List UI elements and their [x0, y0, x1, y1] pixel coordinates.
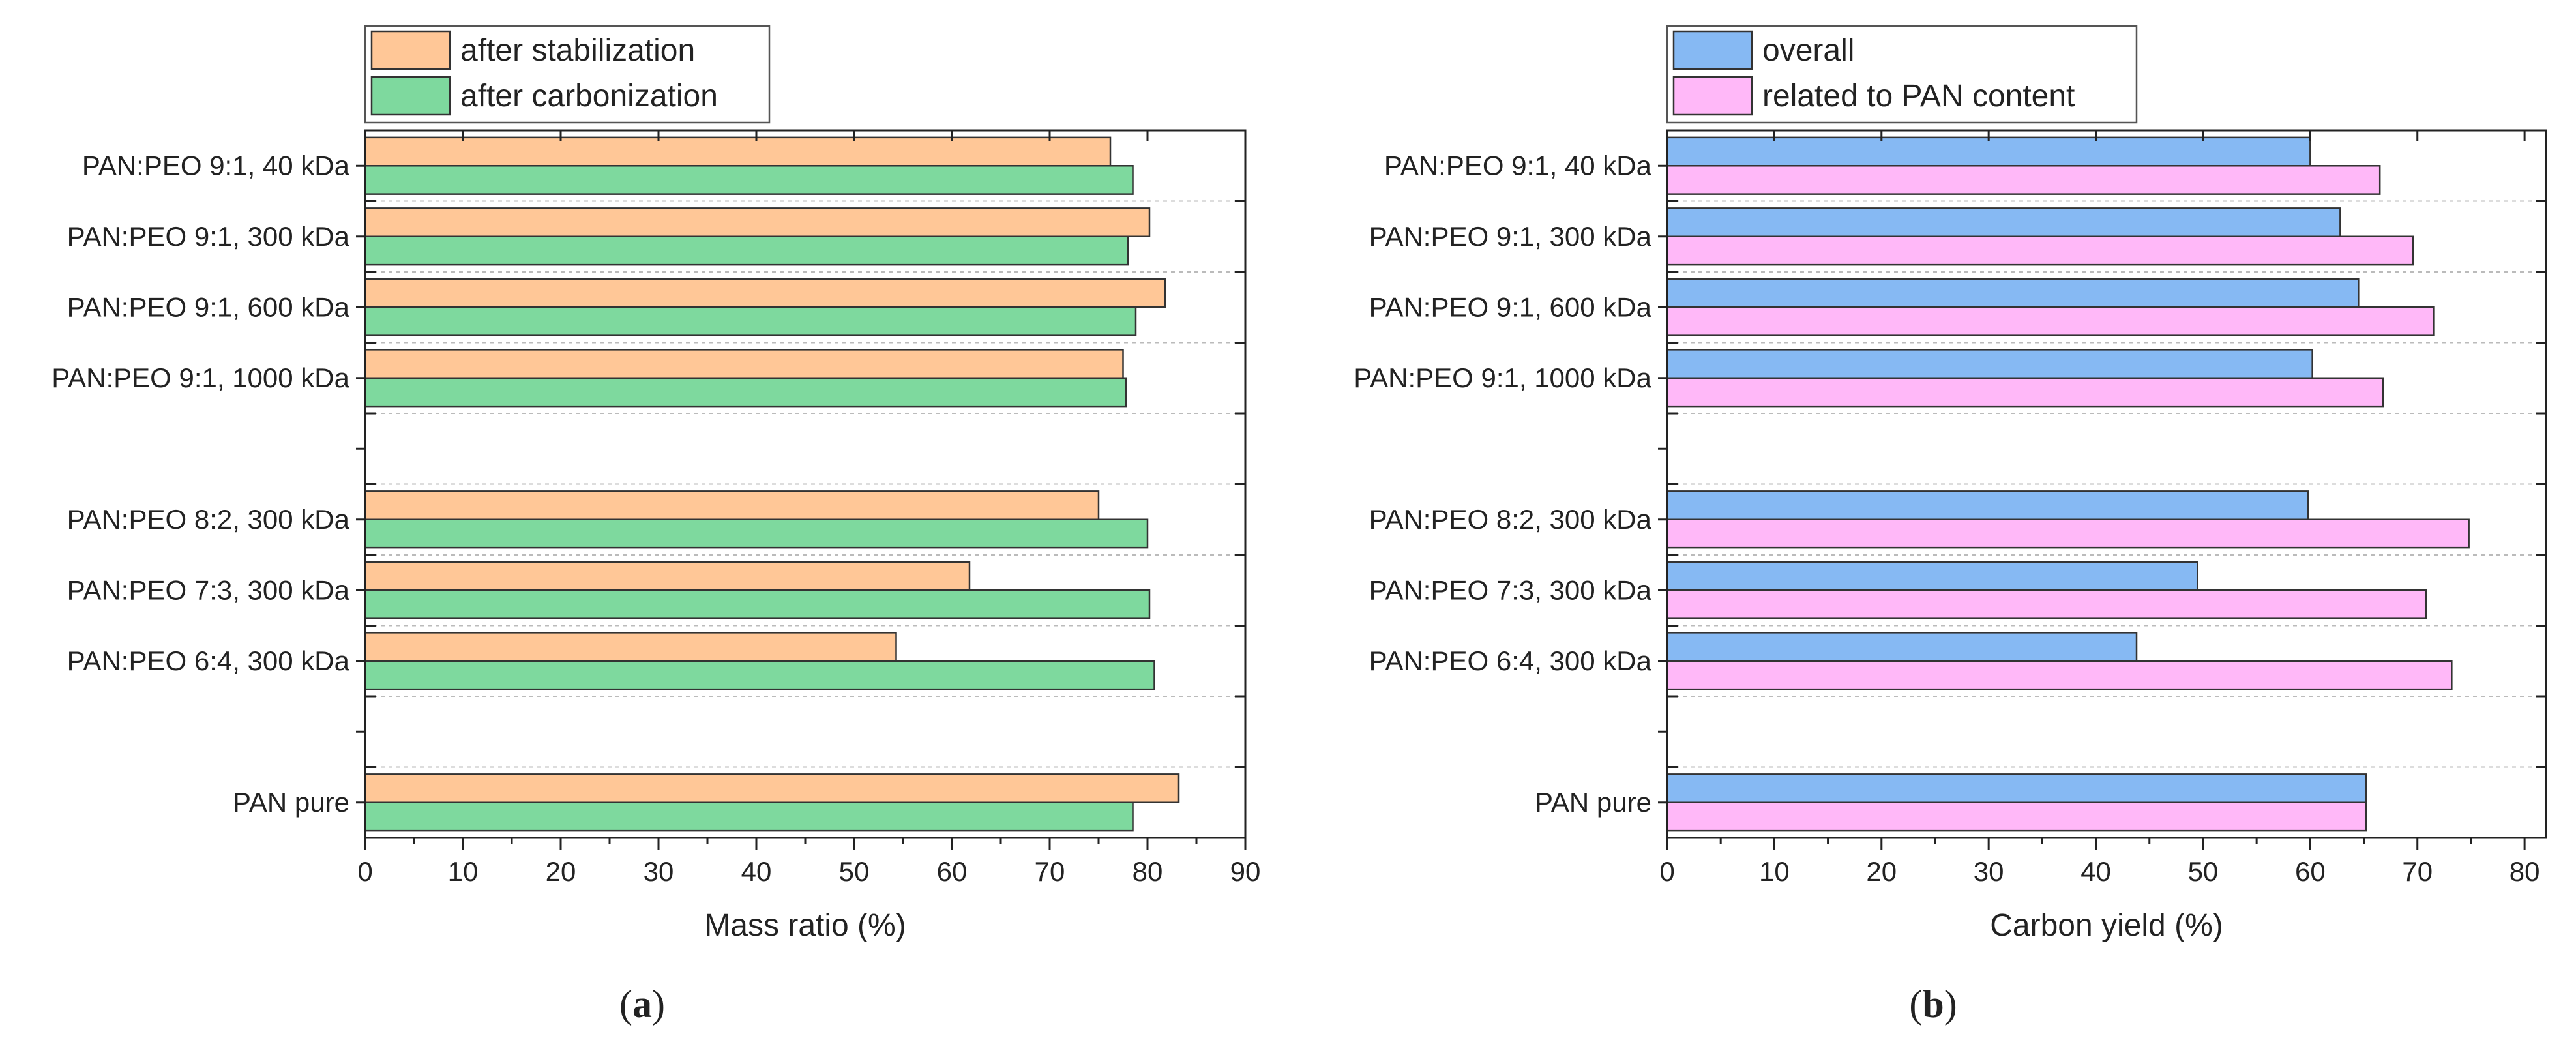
x-tick-label: 0	[1659, 856, 1674, 887]
x-tick-label: 20	[1866, 856, 1897, 887]
bar-series1-5	[364, 490, 1100, 520]
category-label: PAN:PEO 9:1, 600 kDa	[67, 291, 350, 322]
x-tick-label: 40	[2080, 856, 2111, 887]
bar-series1-9	[364, 773, 1180, 803]
x-tick-label: 10	[1759, 856, 1790, 887]
bar-series1-9	[1666, 773, 2367, 803]
bar-series1-1	[364, 207, 1151, 238]
legend-label: after carbonization	[460, 79, 718, 113]
legend-swatch	[370, 30, 451, 70]
category-label: PAN pure	[1535, 787, 1651, 818]
x-tick-label: 60	[937, 856, 968, 887]
bar-series2-3	[1666, 377, 2384, 408]
bar-series1-6	[1666, 561, 2198, 591]
category-label: PAN pure	[233, 787, 349, 818]
x-tick-label: 30	[1974, 856, 2004, 887]
legend: after stabilization after carbonization	[364, 25, 771, 124]
bar-series2-7	[1666, 660, 2453, 690]
category-label: PAN:PEO 6:4, 300 kDa	[67, 645, 350, 676]
category-label: PAN:PEO 9:1, 300 kDa	[1369, 221, 1652, 252]
category-label: PAN:PEO 8:2, 300 kDa	[1369, 504, 1652, 535]
panel-b-carbon-yield-chart: PAN:PEO 9:1, 40 kDa PAN:PEO 9:1, 300 kDa P…	[1354, 25, 2547, 1026]
category-label: PAN:PEO 9:1, 600 kDa	[1369, 291, 1652, 322]
legend-swatch	[1672, 76, 1753, 116]
x-tick-label: 40	[741, 856, 772, 887]
x-tick-label: 50	[2188, 856, 2219, 887]
bar-series2-6	[364, 589, 1151, 619]
x-tick-label: 80	[2509, 856, 2540, 887]
bar-series2-1	[1666, 235, 2414, 266]
bar-series1-0	[364, 136, 1112, 167]
category-label: PAN:PEO 6:4, 300 kDa	[1369, 645, 1652, 676]
bar-series1-2	[1666, 278, 2360, 308]
x-tick-label: 90	[1230, 856, 1261, 887]
bar-series1-1	[1666, 207, 2341, 238]
bar-series2-3	[364, 377, 1127, 408]
bar-series2-9	[364, 801, 1134, 832]
bar-series2-0	[364, 165, 1134, 195]
bar-series2-7	[364, 660, 1155, 690]
bar-series1-6	[364, 561, 971, 591]
x-tick-label: 0	[357, 856, 372, 887]
panel-label: (b)	[1909, 983, 1957, 1026]
legend-label: related to PAN content	[1762, 79, 2075, 113]
bar-series1-3	[1666, 349, 2313, 379]
category-label: PAN:PEO 7:3, 300 kDa	[67, 574, 350, 605]
x-tick-label: 70	[1035, 856, 1065, 887]
bar-series2-6	[1666, 589, 2427, 619]
bar-series2-1	[364, 235, 1129, 266]
category-label: PAN:PEO 8:2, 300 kDa	[67, 504, 350, 535]
x-tick-label: 60	[2295, 856, 2326, 887]
category-label: PAN:PEO 9:1, 300 kDa	[67, 221, 350, 252]
bar-series1-7	[364, 632, 897, 662]
legend-label: overall	[1762, 33, 1854, 68]
bar-series1-2	[364, 278, 1166, 308]
bar-series2-9	[1666, 801, 2367, 832]
bar-series2-5	[364, 518, 1149, 549]
x-tick-label: 50	[839, 856, 870, 887]
panel-a-mass-ratio-chart: PAN:PEO 9:1, 40 kDa PAN:PEO 9:1, 300 kDa P…	[52, 25, 1261, 1026]
legend-label: after stabilization	[460, 33, 695, 68]
category-label: PAN:PEO 9:1, 1000 kDa	[1354, 363, 1651, 393]
bar-series2-5	[1666, 518, 2470, 549]
legend: overall related to PAN content	[1666, 25, 2138, 124]
x-axis-title: Mass ratio (%)	[704, 908, 906, 943]
legend-swatch	[1672, 30, 1753, 70]
x-tick-label: 80	[1133, 856, 1163, 887]
bar-series1-0	[1666, 136, 2311, 167]
bar-series1-3	[364, 349, 1124, 379]
bar-series2-0	[1666, 165, 2381, 195]
bar-series1-7	[1666, 632, 2138, 662]
x-tick-label: 30	[644, 856, 674, 887]
category-label: PAN:PEO 7:3, 300 kDa	[1369, 574, 1652, 605]
category-label: PAN:PEO 9:1, 1000 kDa	[52, 363, 349, 393]
category-label: PAN:PEO 9:1, 40 kDa	[82, 150, 350, 181]
x-axis-title: Carbon yield (%)	[1990, 908, 2223, 943]
panel-label: (a)	[619, 983, 665, 1026]
x-tick-label: 20	[546, 856, 576, 887]
bar-series2-2	[1666, 306, 2435, 336]
legend-swatch	[370, 76, 451, 116]
category-label: PAN:PEO 9:1, 40 kDa	[1384, 150, 1652, 181]
bar-series2-2	[364, 306, 1137, 336]
bar-series1-5	[1666, 490, 2309, 520]
x-tick-label: 70	[2402, 856, 2433, 887]
x-tick-label: 10	[448, 856, 479, 887]
